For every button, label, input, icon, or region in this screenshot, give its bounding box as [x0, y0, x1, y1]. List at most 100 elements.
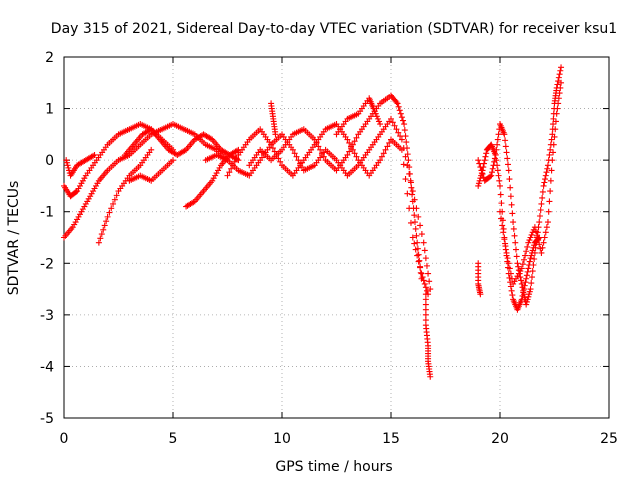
data-point — [417, 222, 424, 229]
series-trace-d — [63, 151, 98, 179]
data-point — [277, 158, 284, 165]
data-point — [549, 157, 556, 164]
data-point — [110, 200, 117, 207]
data-point — [391, 122, 398, 129]
data-point — [523, 272, 530, 279]
data-point — [113, 192, 120, 199]
series-trace-k — [268, 100, 279, 138]
data-point — [320, 153, 327, 160]
data-point — [504, 161, 511, 168]
data-point — [528, 274, 535, 281]
data-point — [271, 148, 278, 155]
data-point — [399, 117, 406, 124]
y-tick-label: 2 — [45, 50, 54, 66]
data-point — [477, 175, 484, 182]
data-point — [411, 219, 418, 226]
data-point — [291, 150, 298, 157]
data-point — [346, 148, 353, 155]
data-point — [490, 162, 497, 169]
data-point — [532, 244, 539, 251]
data-point — [555, 100, 562, 107]
data-point — [405, 157, 412, 164]
data-point — [372, 110, 379, 117]
data-point — [512, 239, 519, 246]
data-point — [548, 136, 555, 143]
data-point — [518, 280, 525, 287]
x-tick-label: 5 — [169, 431, 178, 447]
data-point — [111, 196, 118, 203]
data-point — [550, 121, 557, 128]
data-point — [519, 261, 526, 268]
data-point — [542, 176, 549, 183]
data-point — [293, 153, 300, 160]
data-point — [556, 90, 563, 97]
data-point — [318, 150, 325, 157]
series-trace-q — [497, 79, 565, 287]
data-point — [504, 155, 511, 162]
data-point — [416, 257, 423, 264]
data-point — [349, 141, 356, 148]
data-point — [498, 200, 505, 207]
data-point — [101, 222, 108, 229]
data-point — [526, 288, 533, 295]
data-point — [532, 228, 539, 235]
data-point — [526, 237, 533, 244]
data-point — [497, 191, 504, 198]
data-point — [229, 162, 236, 169]
series-trace-c — [95, 146, 155, 246]
series-trace-f — [126, 157, 176, 184]
data-point — [233, 155, 240, 162]
data-point — [406, 164, 413, 171]
data-point — [403, 139, 410, 146]
data-point — [289, 146, 296, 153]
data-point — [344, 136, 351, 143]
data-point — [398, 136, 405, 143]
data-point — [411, 240, 418, 247]
data-point — [406, 170, 413, 177]
data-point — [493, 146, 500, 153]
data-point — [531, 249, 538, 256]
data-point — [545, 208, 552, 215]
data-point — [519, 284, 526, 291]
data-point — [377, 157, 384, 164]
data-point — [535, 237, 542, 244]
data-point — [382, 146, 389, 153]
data-point — [523, 248, 530, 255]
data-point — [409, 191, 416, 198]
data-point — [547, 188, 554, 195]
x-tick-label: 20 — [491, 431, 509, 447]
data-point — [418, 270, 425, 277]
data-point — [413, 232, 420, 239]
data-point — [377, 121, 384, 128]
data-point — [395, 129, 402, 136]
y-tick-label: 1 — [45, 102, 54, 118]
data-point — [228, 165, 235, 172]
data-point — [400, 161, 407, 168]
data-point — [411, 212, 418, 219]
data-point — [489, 169, 496, 176]
data-point — [507, 270, 514, 277]
data-point — [536, 219, 543, 226]
series-trace-m — [422, 291, 434, 380]
data-point — [384, 143, 391, 150]
data-point — [538, 200, 545, 207]
data-point — [505, 167, 512, 174]
x-tick-label: 15 — [382, 431, 400, 447]
y-tick-label: -1 — [40, 205, 54, 221]
data-point — [404, 190, 411, 197]
data-point — [344, 151, 351, 158]
data-point — [499, 222, 506, 229]
data-point — [528, 231, 535, 238]
x-tick-label: 0 — [60, 431, 69, 447]
data-point — [317, 146, 324, 153]
data-point — [544, 219, 551, 226]
data-point — [507, 193, 514, 200]
data-point — [554, 105, 561, 112]
data-point — [527, 286, 534, 293]
data-point — [475, 157, 482, 164]
data-point — [346, 139, 353, 146]
data-point — [541, 234, 548, 241]
data-point — [378, 153, 385, 160]
data-point — [418, 231, 425, 238]
data-point — [477, 291, 484, 298]
